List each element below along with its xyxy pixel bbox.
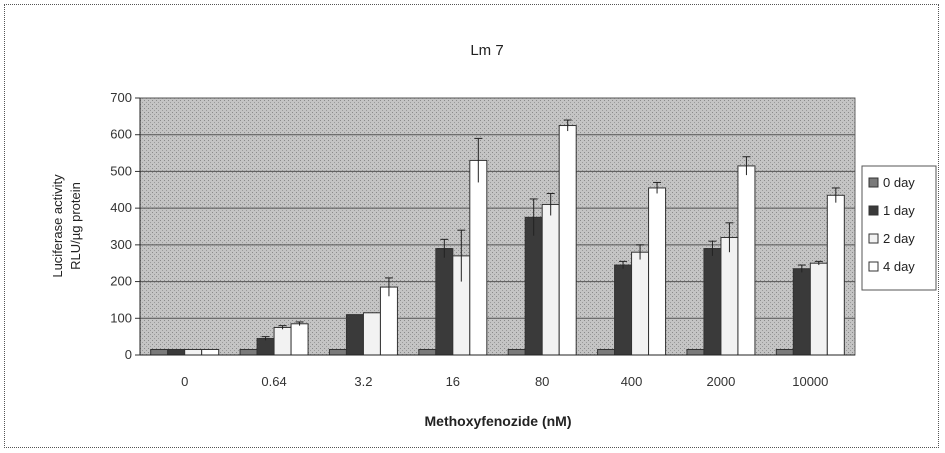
bar-0-day-3.2 (328, 348, 347, 356)
bar-4-day-16 (469, 159, 488, 356)
chart-frame (4, 4, 939, 448)
bar-1-day-3.2 (345, 314, 364, 356)
bar-0-day-10000 (775, 348, 794, 356)
x-axis-ticks: 0 0.64 3.2 16 80 400 2000 10000 (181, 374, 828, 389)
bar-1-day-0.64 (256, 337, 275, 356)
bar-0-day-16 (418, 348, 437, 356)
x-tick-label: 0 (181, 374, 188, 389)
bar-4-day-3.2 (379, 286, 398, 356)
y-tick-label: 700 (110, 90, 132, 105)
bars (139, 98, 855, 356)
bar-0-day-0 (150, 348, 169, 356)
bar-4-day-10000 (826, 194, 845, 356)
bar-1-day-2000 (703, 248, 722, 356)
bar-0-day-80 (507, 348, 526, 356)
x-tick-label: 10000 (792, 374, 828, 389)
bar-4-day-80 (558, 125, 577, 356)
legend: 0 day 1 day 2 day 4 day (861, 165, 937, 291)
x-axis-label: Methoxyfenozide (nM) (425, 413, 572, 429)
x-tick-label: 80 (535, 374, 549, 389)
bar-2-day-400 (631, 251, 650, 356)
x-tick-label: 0.64 (261, 374, 286, 389)
bar-2-day-10000 (809, 262, 828, 356)
bar-0-day-2000 (686, 348, 705, 356)
bar-0-day-400 (597, 348, 616, 356)
x-tick-label: 16 (446, 374, 460, 389)
bar-1-day-10000 (792, 268, 811, 356)
legend-swatch (868, 261, 879, 272)
bar-1-day-80 (524, 216, 543, 356)
bar-4-day-0 (201, 348, 220, 356)
bar-4-day-0.64 (290, 323, 309, 356)
bar-2-day-0 (184, 348, 203, 356)
bar-2-day-3.2 (362, 312, 381, 356)
y-tick-label: 300 (110, 237, 132, 252)
legend-label: 0 day (883, 175, 915, 190)
y-tick-label: 100 (110, 310, 132, 325)
bar-0-day-0.64 (239, 348, 258, 356)
y-tick-label: 0 (125, 347, 132, 362)
legend-swatch (868, 177, 879, 188)
bar-1-day-400 (614, 264, 633, 356)
legend-swatch (868, 233, 879, 244)
y-tick-label: 600 (110, 127, 132, 142)
y-axis-label-line-2: RLU/µg protein (68, 182, 83, 270)
bar-2-day-80 (541, 203, 560, 356)
chart-title: Lm 7 (470, 42, 503, 59)
bar-2-day-2000 (720, 237, 739, 356)
bar-1-day-0 (167, 348, 186, 356)
legend-label: 4 day (883, 259, 915, 274)
bar-4-day-2000 (737, 165, 756, 356)
legend-label: 1 day (883, 203, 915, 218)
y-axis-ticks: 0 100 200 300 400 500 600 700 (110, 90, 140, 362)
bar-2-day-0.64 (273, 326, 292, 356)
y-axis-label: Luciferase activity RLU/µg protein (50, 174, 83, 278)
legend-swatch (868, 205, 879, 216)
y-tick-label: 400 (110, 200, 132, 215)
x-tick-label: 400 (621, 374, 643, 389)
y-tick-label: 200 (110, 274, 132, 289)
legend-label: 2 day (883, 231, 915, 246)
x-tick-label: 3.2 (354, 374, 372, 389)
bar-4-day-400 (648, 187, 667, 356)
bar-1-day-16 (435, 248, 454, 356)
y-axis-label-line-1: Luciferase activity (50, 174, 65, 278)
y-tick-label: 500 (110, 163, 132, 178)
x-tick-label: 2000 (706, 374, 735, 389)
